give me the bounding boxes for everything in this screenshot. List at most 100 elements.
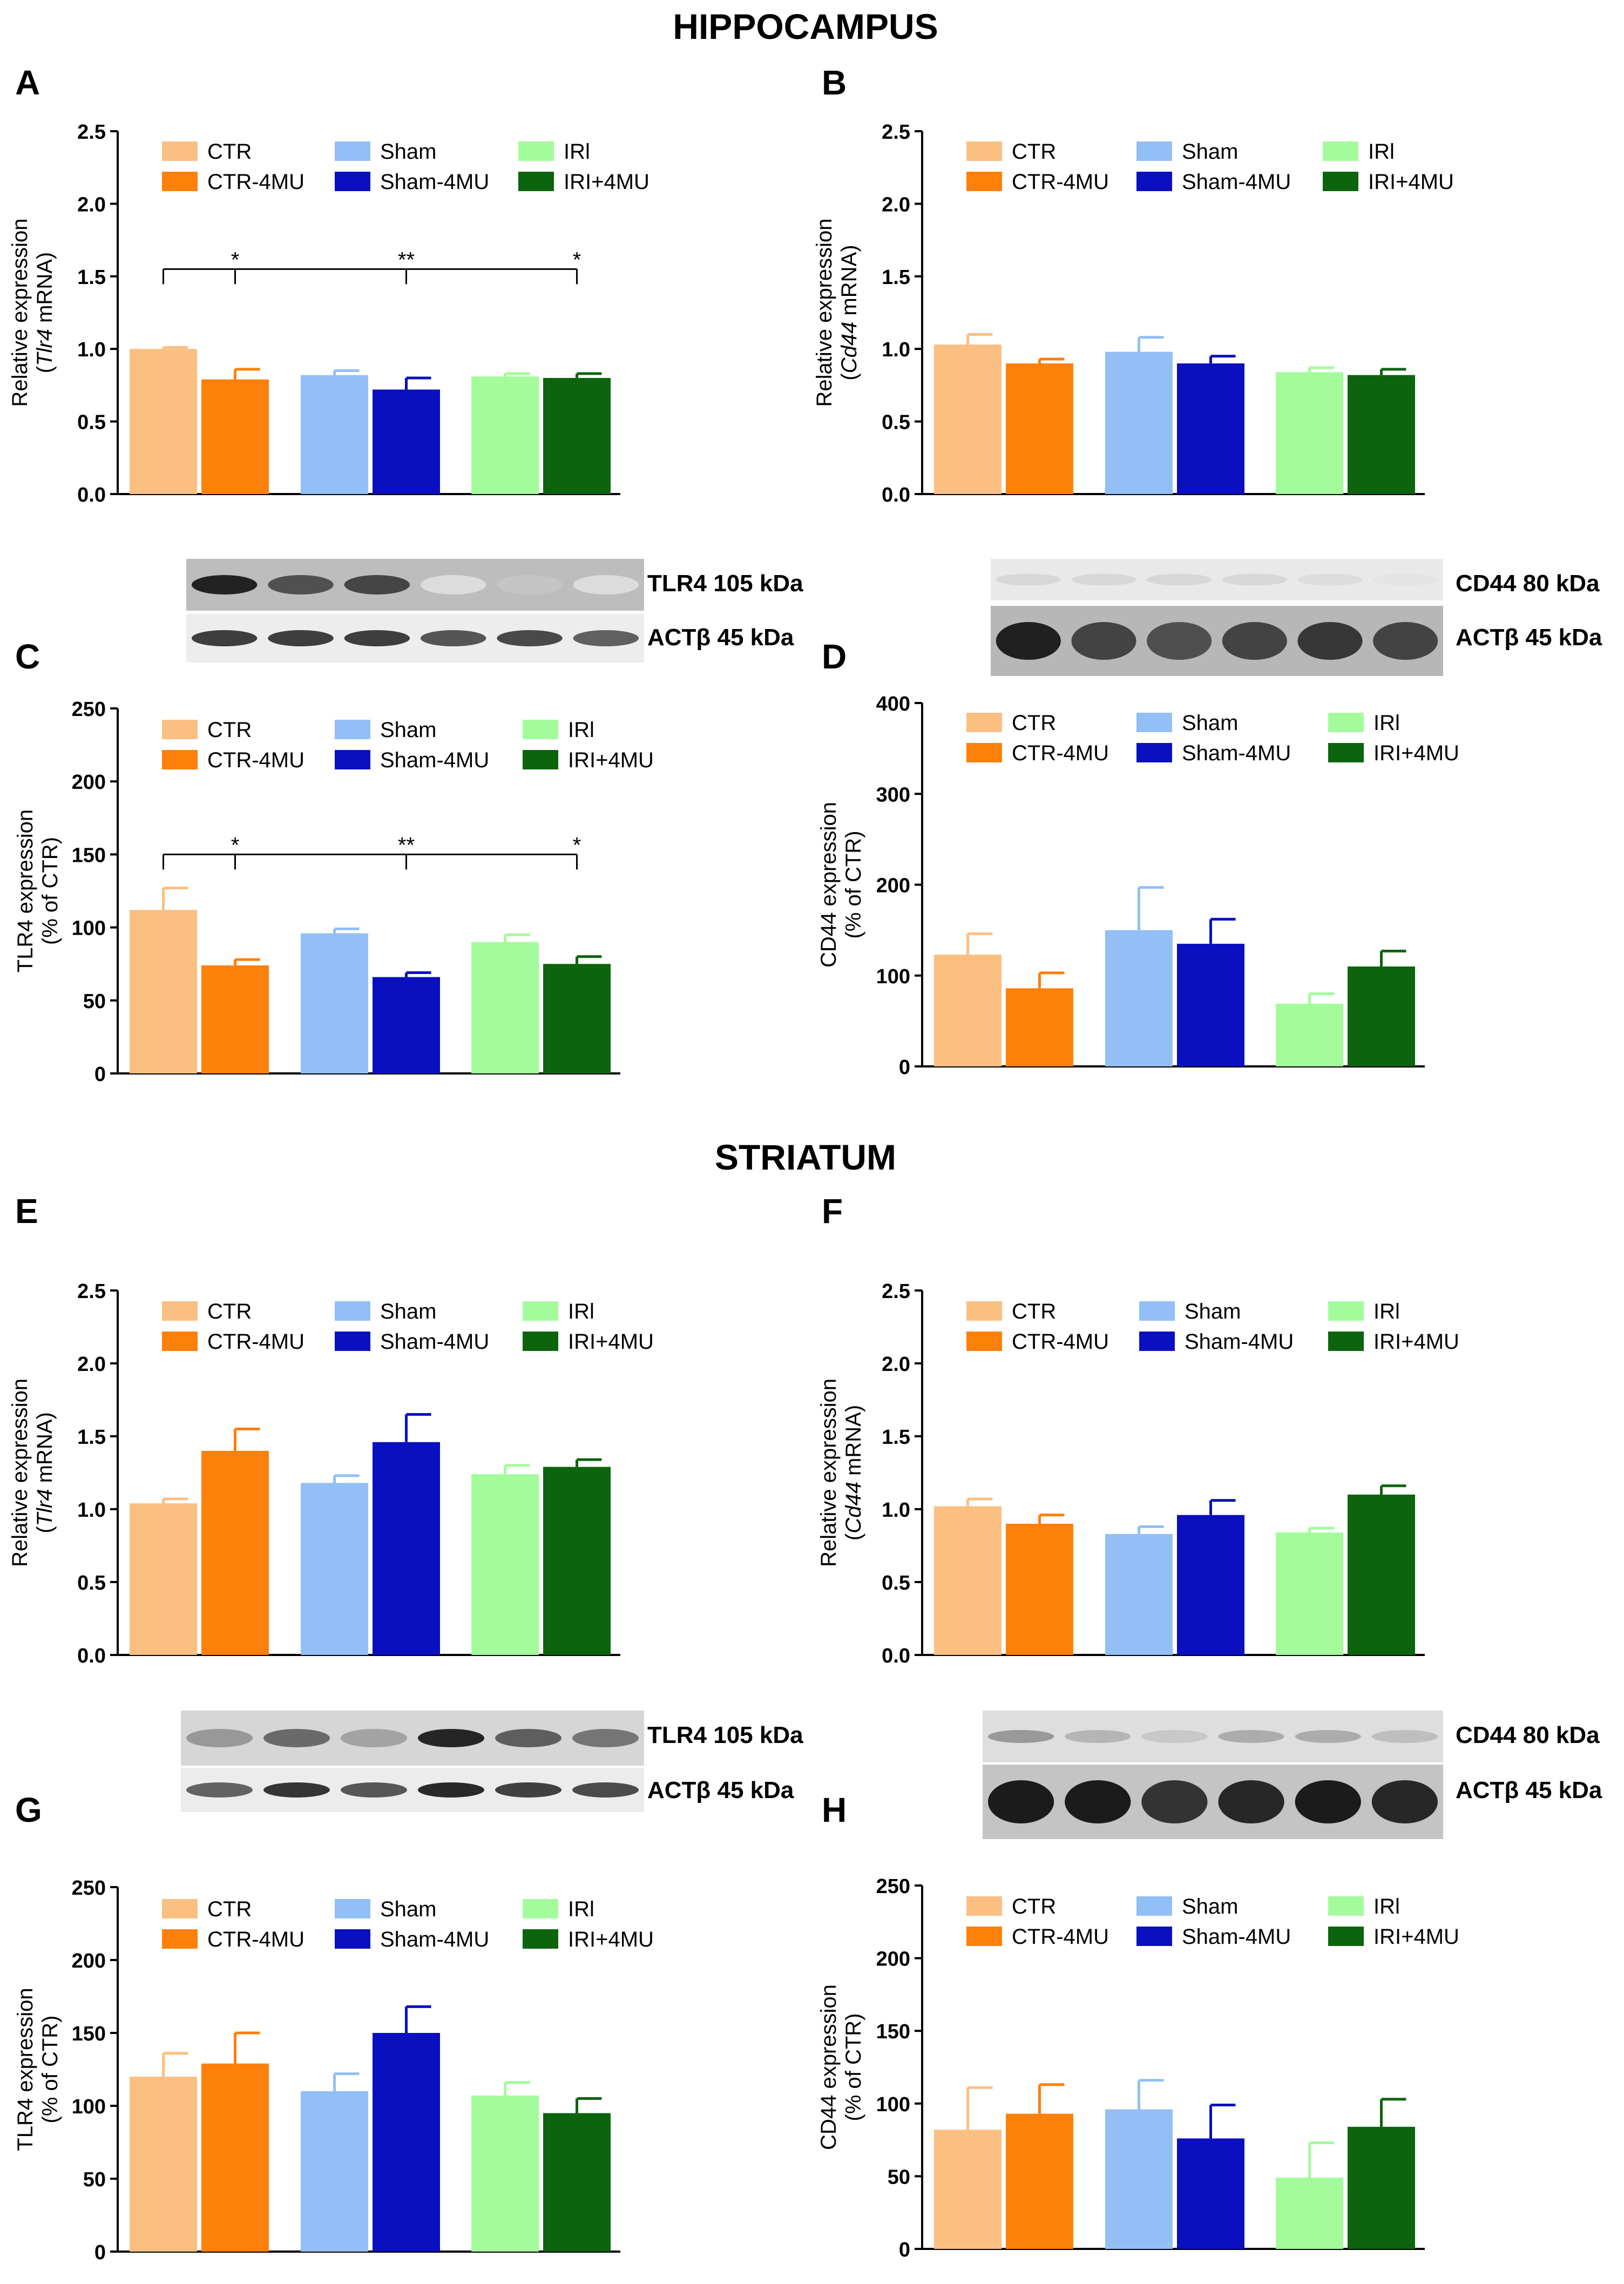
y-tick-label: 1.5	[882, 266, 910, 289]
western-blot-striatum-tlr4: TLR4 105 kDa	[181, 1711, 803, 1766]
blot-band	[1297, 573, 1363, 586]
legend-label: Sham	[380, 140, 437, 164]
blot-band	[420, 575, 486, 594]
legend-swatch	[162, 141, 198, 161]
blot-band	[572, 1782, 639, 1798]
legend-label: CTR-4MU	[207, 170, 304, 194]
bar-IRI+4MU	[1348, 2126, 1415, 2249]
y-axis-label: Relative expression	[8, 218, 32, 407]
y-tick-label: 0.0	[882, 484, 910, 506]
y-axis-label: Relative expression	[817, 1378, 841, 1567]
blot-band	[191, 630, 258, 646]
blot-band	[497, 630, 563, 646]
legend-swatch	[1136, 1896, 1172, 1916]
y-tick-label: 1.5	[77, 266, 106, 289]
chart-panel-H: 0 50 100 150 200 250 CD44 expression (% of CTR)…	[817, 1875, 1459, 2261]
legend-swatch	[335, 172, 370, 191]
legend-label: Sham-4MU	[1182, 1925, 1291, 1949]
blot-band	[418, 1782, 484, 1798]
legend-label: IRI+4MU	[1368, 170, 1454, 194]
y-tick-label: 1.5	[77, 1426, 106, 1449]
blot-membrane	[186, 559, 644, 611]
y-tick-label: 2.5	[77, 1280, 106, 1303]
legend-label: CTR	[1012, 1895, 1056, 1918]
legend-swatch	[335, 1332, 370, 1351]
y-tick-label: 50	[83, 2168, 106, 2191]
legend-label: Sham-4MU	[380, 1330, 489, 1354]
bar-CTR-4MU	[1006, 1524, 1073, 1655]
legend-swatch	[523, 1332, 558, 1351]
legend-swatch	[1323, 141, 1358, 161]
bar-CTR	[934, 1506, 1002, 1655]
blot-membrane	[991, 559, 1443, 600]
y-tick-label: 2.0	[77, 1353, 106, 1376]
bar-CTR	[130, 2077, 197, 2252]
western-blot-striatum-cd44: CD44 80 kDa	[983, 1711, 1600, 1762]
blot-band	[573, 630, 639, 646]
panel-letter-E: E	[15, 1192, 38, 1231]
legend-label: CTR	[1012, 140, 1056, 164]
legend-label: Sham-4MU	[380, 1928, 489, 1951]
legend-label: Sham	[380, 718, 437, 742]
blot-band	[987, 1730, 1054, 1743]
legend-swatch	[523, 1929, 558, 1949]
blot-band	[996, 622, 1061, 660]
legend-swatch	[966, 743, 1002, 762]
y-tick-label: 100	[876, 2093, 910, 2116]
y-tick-label: 1.0	[882, 339, 910, 361]
western-blot-striatum-actb-right: ACTβ 45 kDa	[983, 1765, 1602, 1839]
y-axis-label: CD44 expression	[817, 802, 841, 968]
legend-swatch	[335, 750, 370, 769]
bar-IRI	[471, 942, 539, 1073]
legend-label: Sham	[1182, 140, 1239, 164]
legend-label: IRl	[1373, 711, 1400, 735]
western-blot-hippocampus-actb-right: ACTβ 45 kDa	[991, 606, 1602, 676]
bar-IRI+4MU	[1348, 1495, 1415, 1655]
legend-label: IRl	[1373, 1300, 1400, 1323]
y-tick-label: 0	[899, 1056, 910, 1079]
legend-swatch	[1328, 743, 1364, 762]
blot-band	[1065, 1780, 1131, 1823]
legend-label: Sham-4MU	[1185, 1330, 1294, 1354]
blot-band	[263, 1729, 330, 1747]
y-axis-label-units: (% of CTR)	[38, 837, 62, 945]
blot-band	[1222, 622, 1287, 660]
y-tick-label: 0	[94, 1063, 106, 1086]
legend-label: CTR	[207, 140, 252, 164]
blot-membrane	[983, 1711, 1443, 1762]
bar-Sham-4MU	[373, 1442, 440, 1655]
blot-band	[495, 1729, 561, 1747]
legend-swatch	[162, 1301, 198, 1321]
bar-Sham-4MU	[1177, 2138, 1244, 2249]
western-blot-hippocampus-tlr4: TLR4 105 kDa	[186, 559, 803, 611]
y-axis-label-units: (Tlr4 mRNA)	[33, 1412, 57, 1533]
legend-swatch	[518, 172, 554, 191]
y-tick-label: 2.5	[882, 1280, 910, 1303]
blot-band	[573, 575, 639, 594]
panel-letter-D: D	[822, 637, 847, 676]
bar-Sham-4MU	[1177, 363, 1244, 494]
blot-label: TLR4 105 kDa	[647, 570, 803, 597]
bar-CTR	[130, 1503, 197, 1655]
legend-swatch	[335, 720, 370, 739]
panel-letter-G: G	[15, 1790, 42, 1829]
legend-label: IRl	[564, 140, 590, 164]
legend-swatch	[966, 1927, 1002, 1946]
blot-label: ACTβ 45 kDa	[647, 624, 794, 651]
blot-band	[1141, 1780, 1208, 1823]
blot-band	[1371, 1780, 1438, 1823]
y-axis-label: Relative expression	[8, 1378, 32, 1567]
y-tick-label: 400	[876, 693, 910, 715]
legend-label: Sham	[1185, 1300, 1241, 1323]
legend-swatch	[335, 141, 370, 161]
bar-Sham	[301, 933, 368, 1073]
y-tick-label: 50	[83, 990, 106, 1013]
legend-swatch	[523, 750, 558, 769]
bar-CTR-4MU	[1006, 363, 1073, 494]
y-tick-label: 100	[72, 917, 106, 940]
y-tick-label: 150	[72, 844, 106, 867]
bar-CTR	[934, 2130, 1002, 2249]
bar-Sham-4MU	[1177, 1515, 1244, 1655]
blot-band	[1373, 622, 1438, 660]
